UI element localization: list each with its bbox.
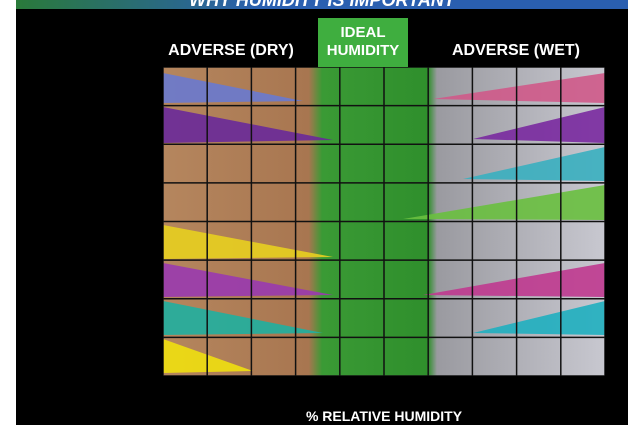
zone-ideal: IDEAL HUMIDITY [318, 18, 408, 68]
title: WHY HUMIDITY IS IMPORTANT [16, 0, 628, 9]
axis-label: % RELATIVE HUMIDITY [163, 408, 605, 424]
page: WHY HUMIDITY IS IMPORTANT ADVERSE (DRY) … [0, 0, 631, 425]
zone-dry: ADVERSE (DRY) [156, 42, 306, 60]
humidity-grid [163, 67, 605, 376]
infographic: WHY HUMIDITY IS IMPORTANT ADVERSE (DRY) … [16, 0, 628, 425]
zone-wet: ADVERSE (WET) [441, 42, 591, 60]
banner: WHY HUMIDITY IS IMPORTANT [16, 0, 628, 9]
